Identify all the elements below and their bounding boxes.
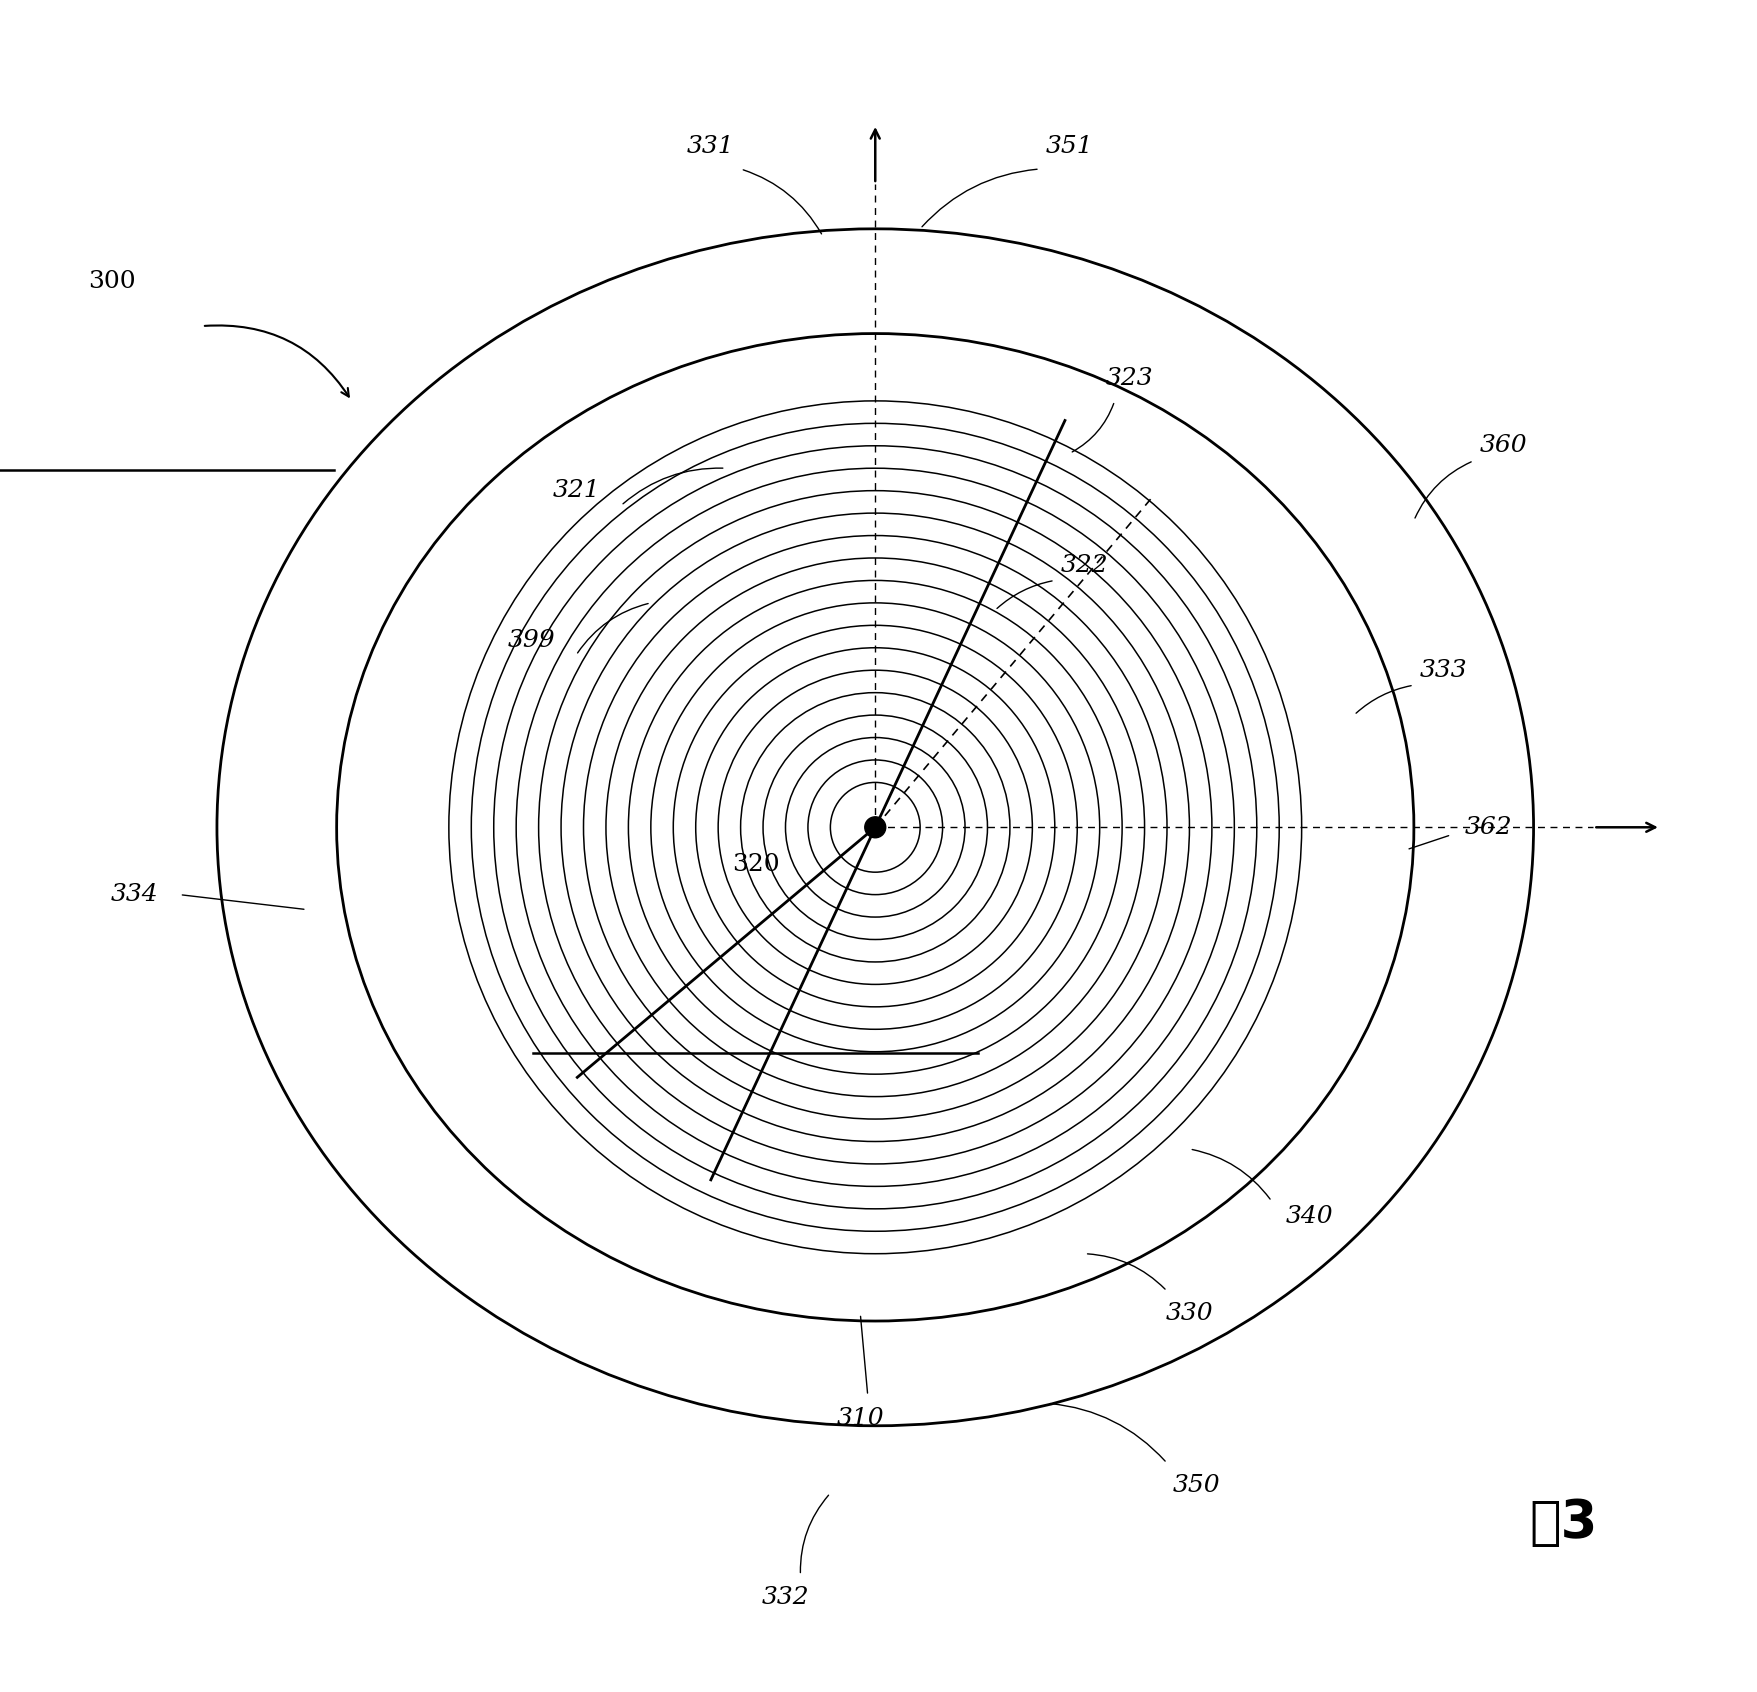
Text: 331: 331 bbox=[687, 135, 734, 157]
Text: 360: 360 bbox=[1479, 435, 1527, 457]
Text: 350: 350 bbox=[1172, 1474, 1219, 1497]
Text: 322: 322 bbox=[1059, 553, 1109, 577]
Text: 323: 323 bbox=[1105, 367, 1153, 389]
Text: 图3: 图3 bbox=[1529, 1497, 1597, 1548]
Text: 321: 321 bbox=[552, 479, 599, 503]
Text: 351: 351 bbox=[1045, 135, 1093, 157]
Text: 332: 332 bbox=[761, 1587, 808, 1609]
Text: 334: 334 bbox=[111, 883, 158, 907]
Text: 362: 362 bbox=[1464, 816, 1511, 839]
Text: 320: 320 bbox=[731, 853, 778, 876]
Text: 300: 300 bbox=[88, 269, 135, 293]
Text: 340: 340 bbox=[1284, 1205, 1332, 1228]
Text: 310: 310 bbox=[836, 1406, 884, 1430]
Text: 330: 330 bbox=[1165, 1303, 1212, 1325]
Circle shape bbox=[864, 817, 886, 838]
Text: 399: 399 bbox=[508, 629, 555, 651]
Text: 333: 333 bbox=[1420, 658, 1467, 682]
